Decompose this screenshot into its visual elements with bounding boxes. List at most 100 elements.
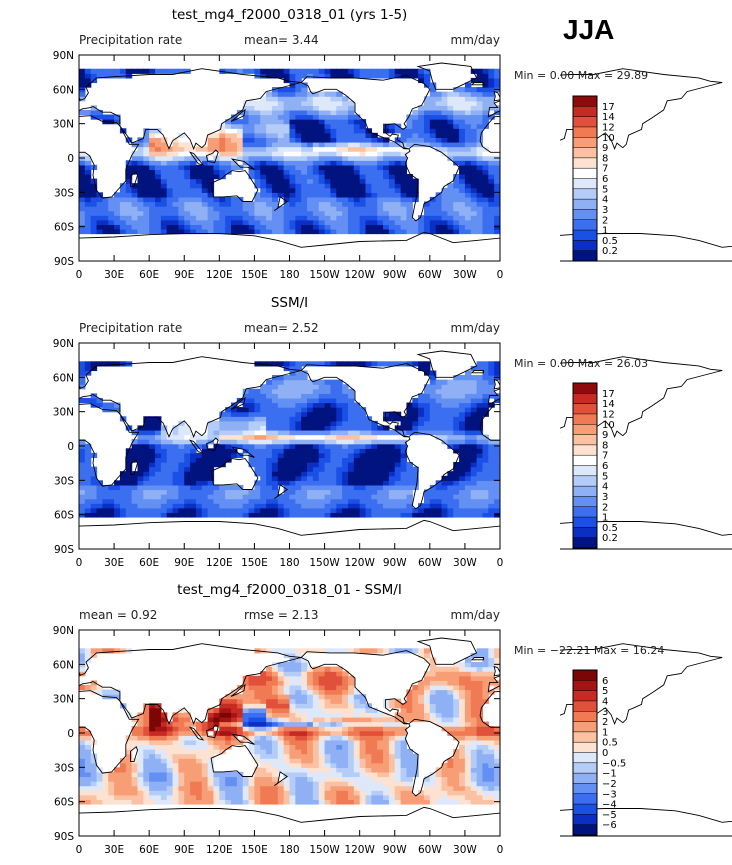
- lat-tick-label: 60N: [53, 372, 74, 384]
- lon-tick-label: 60W: [418, 844, 442, 856]
- colorbar-swatch: [572, 516, 598, 528]
- map-panel-2: SSM/I Precipitation rate mean= 2.52 mm/day 9…: [0, 295, 732, 569]
- lon-tick-label: 30E: [104, 557, 124, 569]
- lat-tick-label: 30N: [53, 694, 74, 706]
- colorbar-label: 14: [602, 112, 615, 123]
- colorbar-label: 17: [602, 102, 615, 113]
- colorbar-label: 8: [602, 153, 608, 164]
- minmax-label: Min = 0.00 Max = 26.03: [514, 357, 648, 370]
- panel-units: mm/day: [451, 33, 501, 47]
- colorbar-swatch: [572, 188, 598, 200]
- lon-tick-label: 90E: [174, 269, 194, 281]
- colorbar-swatch: [572, 137, 598, 149]
- lat-tick-label: 0: [67, 728, 74, 740]
- colorbar-swatch: [572, 219, 598, 231]
- colorbar-label: 0.5: [602, 236, 618, 247]
- lon-tick-label: 180: [279, 557, 299, 569]
- lon-tick-label: 30W: [453, 844, 477, 856]
- colorbar-swatch: [572, 95, 598, 107]
- colorbar-swatch: [572, 382, 598, 394]
- lat-tick-label: 30N: [53, 119, 74, 131]
- lon-tick-label: 90E: [174, 844, 194, 856]
- lon-tick-label: 30W: [453, 557, 477, 569]
- colorbar-swatch: [572, 496, 598, 508]
- lon-tick-label: 30E: [104, 844, 124, 856]
- colorbar-swatch: [572, 178, 598, 190]
- lat-tick-label: 90S: [54, 256, 74, 268]
- lon-tick-label: 60W: [418, 269, 442, 281]
- colorbar-swatch: [572, 527, 598, 539]
- lon-tick-label: 180: [279, 269, 299, 281]
- colorbar-swatch: [572, 506, 598, 518]
- colorbar-swatch: [572, 434, 598, 446]
- colorbar-label: −2: [602, 779, 617, 790]
- colorbar-label: 4: [602, 195, 608, 206]
- panel-center-label: rmse = 2.13: [244, 608, 318, 622]
- lat-tick-label: 60N: [53, 84, 74, 96]
- colorbar-label: 0.2: [602, 533, 618, 544]
- lon-tick-label: 150W: [309, 557, 340, 569]
- panel-center-label: mean= 2.52: [244, 321, 319, 335]
- lon-tick-label: 60E: [139, 557, 159, 569]
- panel-left-label: Precipitation rate: [79, 321, 182, 335]
- colorbar-label: 7: [602, 451, 608, 462]
- colorbar-label: 1: [602, 226, 608, 237]
- colorbar-swatch: [572, 240, 598, 252]
- panel-left-label: Precipitation rate: [79, 33, 182, 47]
- colorbar-label: 6: [602, 461, 608, 472]
- colorbar-label: 1: [602, 727, 608, 738]
- lon-tick-label: 0: [497, 269, 504, 281]
- lon-tick-label: 120E: [206, 557, 233, 569]
- panel-center-label: mean= 3.44: [244, 33, 319, 47]
- colorbar-label: 12: [602, 409, 615, 420]
- lat-tick-label: 60S: [54, 222, 74, 234]
- field-grid: [79, 68, 501, 235]
- lon-tick-label: 120E: [206, 269, 233, 281]
- lon-tick-label: 0: [76, 269, 83, 281]
- colorbar-swatch: [572, 116, 598, 128]
- colorbar-label: 14: [602, 399, 615, 410]
- colorbar-swatch: [572, 393, 598, 405]
- colorbar-label: 2: [602, 215, 608, 226]
- colorbar-label: 3: [602, 492, 608, 503]
- colorbar-label: 4: [602, 696, 608, 707]
- colorbar-swatch: [572, 783, 598, 795]
- colorbar-label: 2: [602, 717, 608, 728]
- colorbar-swatch: [572, 752, 598, 764]
- colorbar-swatch: [572, 454, 598, 467]
- lat-tick-label: 30S: [54, 762, 74, 774]
- lat-tick-label: 30S: [54, 475, 74, 487]
- lat-tick-label: 60S: [54, 510, 74, 522]
- colorbar-swatch: [572, 762, 598, 774]
- lon-tick-label: 90W: [383, 844, 407, 856]
- colorbar-label: 6: [602, 174, 608, 185]
- colorbar-swatch: [572, 465, 598, 477]
- colorbar-swatch: [572, 711, 598, 723]
- colorbar-label: −0.5: [602, 758, 626, 769]
- colorbar-swatch: [572, 106, 598, 118]
- map-panel-3: test_mg4_f2000_0318_01 - SSM/I mean = 0.9…: [0, 582, 732, 856]
- season-label: JJA: [563, 14, 615, 45]
- lat-tick-label: 90N: [53, 625, 74, 637]
- lon-tick-label: 90E: [174, 557, 194, 569]
- colorbar-swatch: [572, 403, 598, 415]
- panel-units: mm/day: [451, 608, 501, 622]
- colorbar-swatch: [572, 229, 598, 241]
- lon-tick-label: 30E: [104, 269, 124, 281]
- colorbar-swatch: [572, 475, 598, 487]
- lat-tick-label: 90N: [53, 50, 74, 62]
- lat-tick-label: 30S: [54, 187, 74, 199]
- colorbar-swatch: [572, 700, 598, 712]
- colorbar-swatch: [572, 209, 598, 221]
- panel-units: mm/day: [451, 321, 501, 335]
- colorbar-label: 0.2: [602, 246, 618, 257]
- colorbar-swatch: [572, 669, 598, 681]
- lat-tick-label: 90S: [54, 831, 74, 843]
- colorbar-swatch: [572, 485, 598, 497]
- colorbar-label: −1: [602, 769, 617, 780]
- colorbar-swatch: [572, 198, 598, 210]
- lon-tick-label: 0: [497, 844, 504, 856]
- colorbar-label: 8: [602, 440, 608, 451]
- panel-title: test_mg4_f2000_0318_01 (yrs 1-5): [172, 7, 408, 23]
